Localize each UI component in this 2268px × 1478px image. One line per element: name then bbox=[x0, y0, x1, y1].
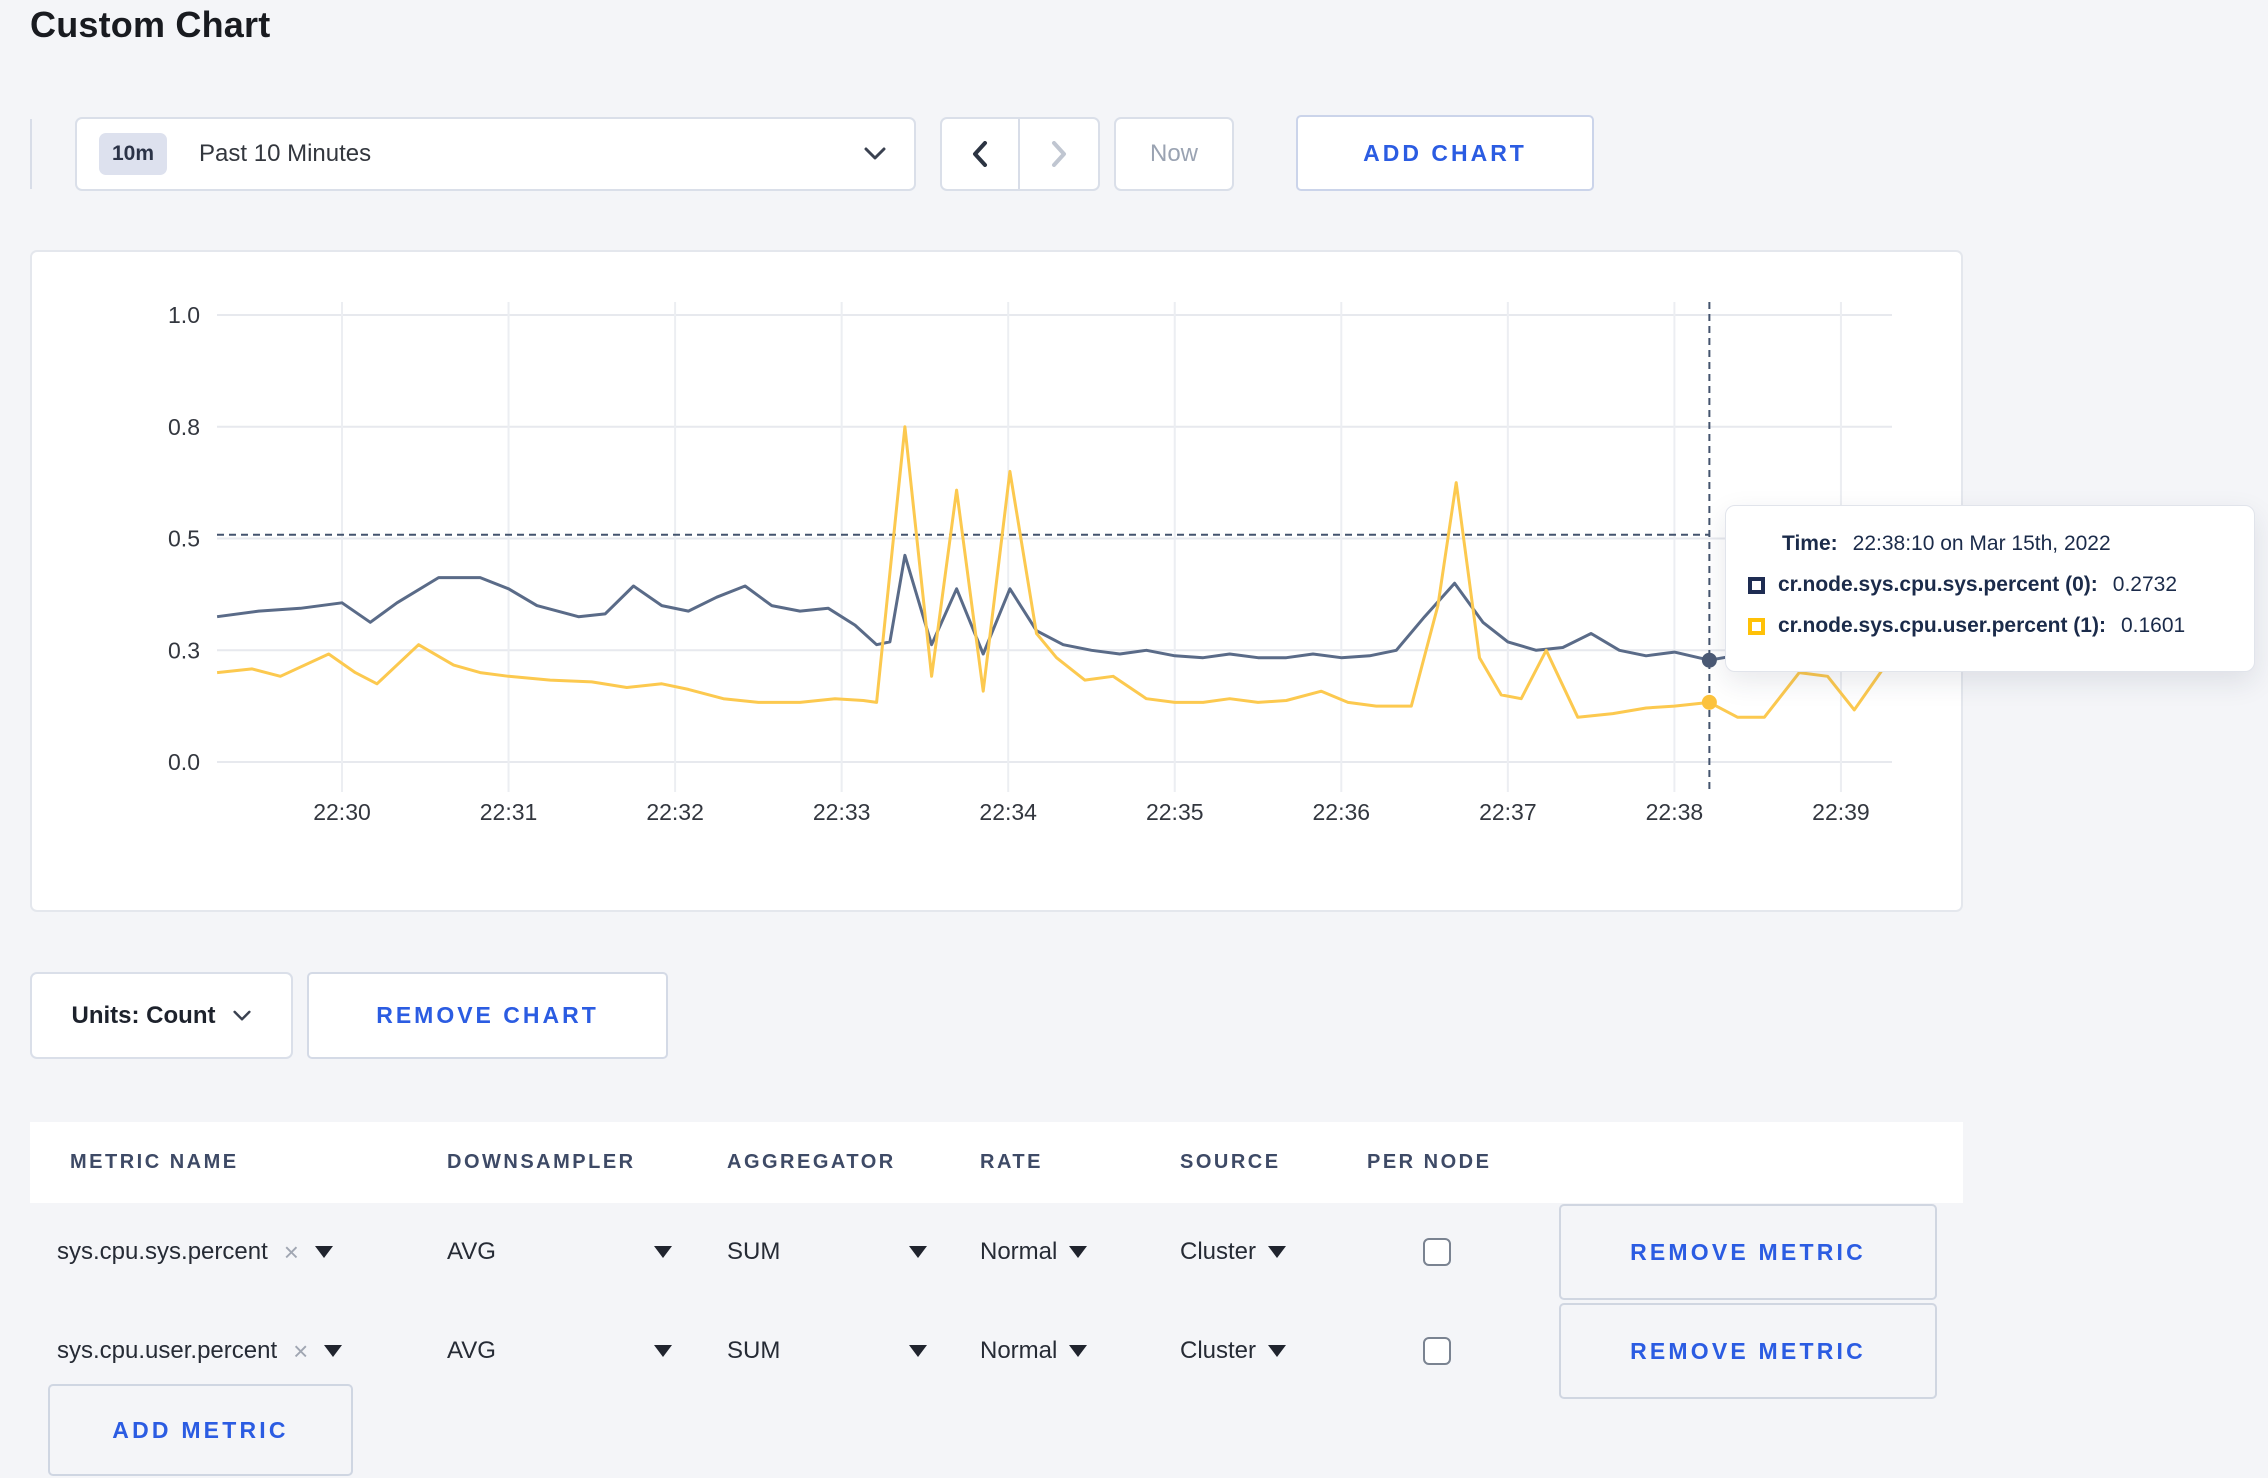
series-line bbox=[216, 553, 1892, 662]
x-axis-tick-label: 22:34 bbox=[979, 799, 1037, 825]
x-axis-tick-label: 22:33 bbox=[813, 799, 871, 825]
source-select[interactable]: Cluster bbox=[1180, 1238, 1287, 1266]
downsampler-value: AVG bbox=[447, 1238, 496, 1265]
y-axis-tick-label: 0.3 bbox=[168, 637, 200, 663]
col-header-metric-name: METRIC NAME bbox=[70, 1151, 239, 1173]
aggregator-value: SUM bbox=[727, 1337, 781, 1364]
col-header-downsampler: DOWNSAMPLER bbox=[447, 1151, 636, 1173]
tooltip-user-value: 0.1601 bbox=[2120, 614, 2186, 637]
caret-down-icon bbox=[324, 1345, 343, 1357]
tooltip-time-value: 22:38:10 on Mar 15th, 2022 bbox=[1852, 532, 2111, 555]
rate-value: Normal bbox=[980, 1337, 1058, 1364]
aggregator-select[interactable]: SUM bbox=[727, 1238, 927, 1266]
sys-series-swatch-icon bbox=[1748, 576, 1765, 594]
units-dropdown[interactable]: Units: Count bbox=[30, 972, 293, 1059]
rate-select[interactable]: Normal bbox=[980, 1238, 1088, 1266]
x-axis-tick-label: 22:30 bbox=[313, 799, 371, 825]
chevron-right-icon bbox=[1052, 141, 1066, 167]
clear-metric-icon[interactable]: × bbox=[283, 1237, 299, 1267]
tooltip-sys-label: cr.node.sys.cpu.sys.percent (0): bbox=[1778, 573, 2098, 596]
units-label: Units: Count bbox=[71, 1001, 216, 1029]
caret-down-icon bbox=[654, 1345, 672, 1357]
per-node-checkbox[interactable] bbox=[1423, 1238, 1451, 1266]
remove-chart-button[interactable]: REMOVE CHART bbox=[307, 972, 668, 1059]
downsampler-select[interactable]: AVG bbox=[447, 1337, 672, 1365]
user-series-swatch-icon bbox=[1748, 617, 1765, 635]
source-value: Cluster bbox=[1180, 1337, 1257, 1364]
remove-metric-button[interactable]: REMOVE METRIC bbox=[1559, 1204, 1937, 1300]
col-header-rate: RATE bbox=[980, 1151, 1043, 1173]
chevron-left-icon bbox=[973, 141, 987, 167]
caret-down-icon bbox=[1069, 1345, 1088, 1357]
metrics-table-header: METRIC NAME DOWNSAMPLER AGGREGATOR RATE … bbox=[30, 1122, 1963, 1203]
remove-metric-button[interactable]: REMOVE METRIC bbox=[1559, 1303, 1937, 1399]
time-nav-group bbox=[940, 117, 1100, 191]
tooltip-sys-value: 0.2732 bbox=[2112, 573, 2178, 596]
col-header-source: SOURCE bbox=[1180, 1151, 1281, 1173]
caret-down-icon bbox=[1069, 1246, 1088, 1258]
time-range-label: Past 10 Minutes bbox=[199, 140, 372, 167]
caret-down-icon bbox=[314, 1246, 333, 1258]
downsampler-value: AVG bbox=[447, 1337, 496, 1364]
x-axis-tick-label: 22:39 bbox=[1812, 799, 1870, 825]
add-metric-button[interactable]: ADD METRIC bbox=[48, 1384, 353, 1476]
x-axis-tick-label: 22:31 bbox=[480, 799, 538, 825]
table-row: sys.cpu.sys.percent × AVG SUM Normal Clu… bbox=[30, 1204, 1963, 1300]
per-node-checkbox[interactable] bbox=[1423, 1337, 1451, 1365]
source-select[interactable]: Cluster bbox=[1180, 1337, 1287, 1365]
aggregator-select[interactable]: SUM bbox=[727, 1337, 927, 1365]
metric-name-value: sys.cpu.sys.percent bbox=[57, 1238, 268, 1265]
series-line bbox=[216, 425, 1893, 719]
time-forward-button[interactable] bbox=[1020, 119, 1098, 189]
rate-value: Normal bbox=[980, 1238, 1058, 1265]
downsampler-select[interactable]: AVG bbox=[447, 1238, 672, 1266]
x-axis-tick-label: 22:35 bbox=[1146, 799, 1204, 825]
caret-down-icon bbox=[909, 1345, 927, 1357]
y-axis-tick-label: 1.0 bbox=[168, 302, 200, 328]
x-axis-tick-label: 22:32 bbox=[646, 799, 704, 825]
caret-down-icon bbox=[654, 1246, 672, 1258]
chevron-down-icon bbox=[864, 147, 886, 160]
col-header-aggregator: AGGREGATOR bbox=[727, 1151, 896, 1173]
caret-down-icon bbox=[1268, 1345, 1287, 1357]
clear-metric-icon[interactable]: × bbox=[293, 1336, 309, 1366]
hover-point-marker bbox=[1701, 652, 1717, 668]
metric-name-select[interactable]: sys.cpu.sys.percent × bbox=[57, 1238, 447, 1266]
table-row: sys.cpu.user.percent × AVG SUM Normal Cl… bbox=[30, 1303, 1963, 1399]
metric-name-select[interactable]: sys.cpu.user.percent × bbox=[57, 1337, 447, 1365]
x-axis-tick-label: 22:37 bbox=[1479, 799, 1537, 825]
add-chart-button[interactable]: ADD CHART bbox=[1296, 115, 1594, 191]
chart-hover-tooltip: Time: 22:38:10 on Mar 15th, 2022 cr.node… bbox=[1725, 505, 2255, 672]
page-title: Custom Chart bbox=[30, 4, 271, 45]
y-axis-tick-label: 0.8 bbox=[168, 414, 200, 440]
metric-name-value: sys.cpu.user.percent bbox=[57, 1337, 278, 1364]
x-axis-tick-label: 22:36 bbox=[1313, 799, 1371, 825]
y-axis-tick-label: 0.5 bbox=[168, 526, 200, 552]
cpu-usage-chart[interactable]: 0.0 0.3 0.5 0.8 1.0 22:30 22:31 22:32 22:33 22:34… bbox=[32, 252, 1961, 910]
y-axis-tick-label: 0.0 bbox=[168, 749, 200, 775]
tooltip-user-label: cr.node.sys.cpu.user.percent (1): bbox=[1778, 614, 2106, 637]
rate-select[interactable]: Normal bbox=[980, 1337, 1088, 1365]
time-range-badge: 10m bbox=[99, 133, 168, 175]
col-header-per-node: PER NODE bbox=[1367, 1151, 1492, 1173]
tooltip-time-label: Time: bbox=[1782, 532, 1838, 555]
source-value: Cluster bbox=[1180, 1238, 1257, 1265]
caret-down-icon bbox=[909, 1246, 927, 1258]
metrics-table-body: sys.cpu.sys.percent × AVG SUM Normal Clu… bbox=[30, 1204, 1963, 1402]
chevron-down-icon bbox=[233, 1010, 252, 1020]
time-range-dropdown[interactable]: 10m Past 10 Minutes bbox=[75, 117, 916, 191]
caret-down-icon bbox=[1268, 1246, 1287, 1258]
toolbar-divider bbox=[30, 119, 32, 189]
time-back-button[interactable] bbox=[942, 119, 1020, 189]
x-axis-tick-label: 22:38 bbox=[1646, 799, 1704, 825]
hover-point-marker bbox=[1701, 694, 1717, 710]
aggregator-value: SUM bbox=[727, 1238, 781, 1265]
now-button[interactable]: Now bbox=[1114, 117, 1234, 191]
chart-panel: 0.0 0.3 0.5 0.8 1.0 22:30 22:31 22:32 22:33 22:34… bbox=[30, 250, 1963, 912]
